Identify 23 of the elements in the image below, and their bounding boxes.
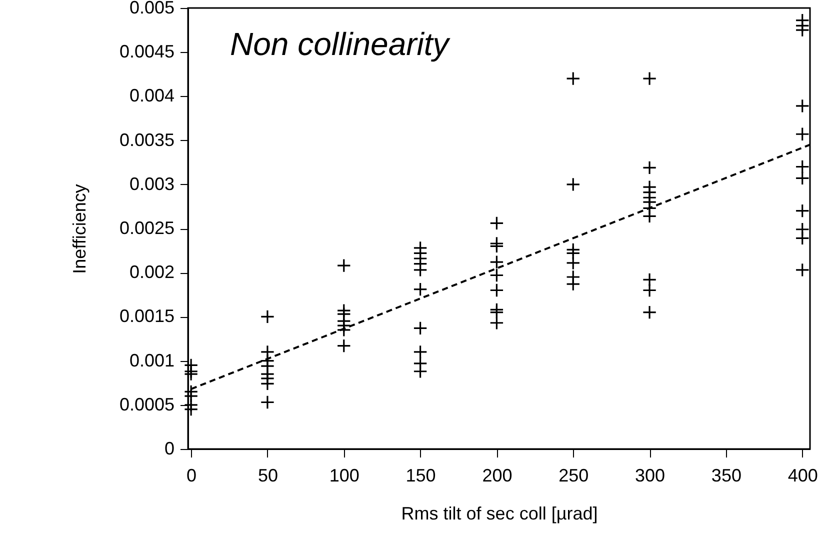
x-tick-label: 200 — [482, 466, 512, 486]
y-tick-label: 0.001 — [129, 350, 174, 370]
x-tick-label: 300 — [635, 466, 666, 486]
y-tick-label: 0.002 — [129, 262, 174, 282]
y-tick-label: 0.0015 — [119, 306, 174, 326]
y-tick-label: 0.005 — [129, 0, 174, 18]
y-tick-label: 0.0025 — [119, 218, 174, 238]
y-axis-title: Inefficiency — [69, 184, 90, 274]
x-axis-title: Rms tilt of sec coll [µrad] — [401, 504, 598, 524]
y-tick-label: 0.0005 — [119, 394, 174, 414]
y-tick-label: 0.004 — [129, 86, 174, 106]
x-tick-label: 50 — [258, 466, 278, 486]
annotation: Non collinearity — [230, 26, 451, 62]
x-tick-label: 350 — [711, 466, 742, 486]
x-tick-label: 250 — [558, 466, 589, 486]
y-tick-label: 0.0045 — [119, 42, 174, 62]
x-tick-label: 150 — [406, 466, 436, 486]
x-tick-label: 100 — [329, 466, 360, 486]
x-tick-label: 400 — [788, 466, 818, 486]
x-tick-label: 0 — [186, 466, 197, 486]
y-tick-label: 0 — [164, 438, 174, 458]
y-tick-label: 0.0035 — [119, 130, 174, 150]
y-tick-label: 0.003 — [129, 174, 174, 194]
